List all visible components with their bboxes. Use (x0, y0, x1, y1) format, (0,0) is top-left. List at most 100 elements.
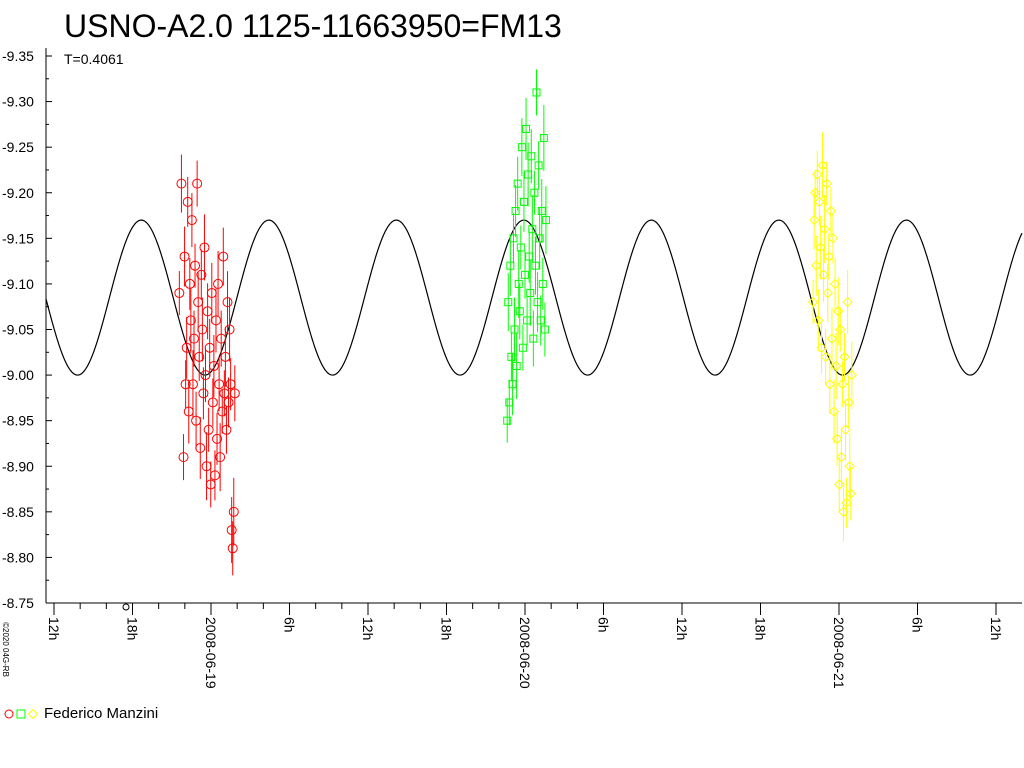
data-point (180, 379, 191, 390)
data-point (210, 315, 221, 326)
x-tick-label: 12h (360, 617, 376, 640)
data-point (834, 479, 845, 490)
chart-title: USNO-A2.0 1125-11663950=FM13 (64, 8, 562, 44)
data-point (841, 497, 852, 508)
x-tick-label: 6h (282, 617, 298, 633)
data-point (532, 88, 541, 97)
data-point (809, 187, 821, 198)
data-point (228, 506, 239, 517)
data-point (179, 251, 190, 262)
y-tick-label: -9.30 (2, 94, 34, 110)
data-point (178, 452, 189, 463)
data-point (844, 461, 855, 472)
data-point (176, 178, 187, 189)
data-point (531, 261, 540, 270)
data-point (530, 188, 539, 197)
y-tick-label: -8.85 (2, 504, 34, 520)
x-tick-label: 18h (125, 617, 141, 640)
data-point (510, 325, 519, 334)
data-point (807, 296, 819, 308)
data-point (828, 406, 840, 417)
x-tick-label: 2008-06-20 (517, 617, 533, 689)
data-point (229, 388, 240, 399)
data-point (819, 224, 830, 235)
data-point (537, 206, 546, 215)
x-tick-label: 6h (596, 617, 612, 633)
data-point (815, 242, 826, 253)
data-point (816, 342, 827, 353)
data-point (822, 287, 833, 299)
y-tick-label: -9.05 (2, 322, 34, 338)
x-tick-label: 18h (753, 617, 769, 640)
data-point (223, 397, 234, 408)
data-point (536, 316, 545, 325)
data-point (503, 416, 512, 425)
data-point (522, 124, 531, 133)
data-point (215, 452, 226, 463)
data-point (196, 269, 207, 280)
data-point (835, 324, 846, 335)
data-point (199, 242, 210, 253)
data-point (817, 160, 828, 171)
data-point (187, 379, 198, 390)
data-point (218, 251, 229, 262)
data-point (842, 296, 853, 308)
data-point (823, 251, 835, 262)
data-point (833, 306, 844, 317)
data-point (535, 234, 544, 243)
data-point (526, 289, 535, 298)
data-point (516, 243, 525, 252)
data-point (521, 270, 529, 279)
data-point (540, 325, 549, 334)
data-point (825, 205, 837, 217)
data-point (198, 388, 209, 399)
x-tick-label: 12h (988, 617, 1004, 640)
copyright-credit: ©2020 04G-RB (0, 622, 10, 677)
data-point (839, 351, 850, 363)
data-point (214, 379, 225, 390)
diamond-icon (28, 708, 38, 719)
data-point (511, 206, 520, 215)
y-tick-label: -9.10 (2, 276, 34, 292)
x-tick-label: 12h (674, 617, 690, 640)
data-point (519, 197, 528, 206)
axis-marker (122, 603, 130, 611)
data-point (194, 351, 205, 362)
x-tick-label: 6h (910, 617, 926, 633)
data-point (227, 543, 238, 554)
data-point (224, 324, 235, 335)
data-point (513, 179, 522, 188)
data-point (811, 260, 822, 271)
data-point (188, 333, 199, 344)
data-point (821, 178, 832, 189)
data-point (221, 424, 232, 435)
data-point (812, 169, 823, 180)
data-point (534, 161, 543, 170)
data-point (529, 334, 538, 343)
data-point (528, 225, 537, 234)
y-tick-label: -8.90 (2, 458, 34, 474)
data-point (185, 315, 196, 326)
data-point (504, 298, 513, 307)
legend-label: Federico Manzini (44, 705, 159, 722)
data-point (826, 333, 838, 344)
data-point (808, 214, 820, 226)
data-point (824, 378, 836, 390)
data-point (192, 178, 203, 189)
x-tick-label: 18h (439, 617, 455, 640)
data-point (820, 351, 831, 363)
square-icon (16, 709, 26, 718)
data-point (539, 134, 548, 143)
data-point (195, 443, 206, 454)
data-point (538, 279, 547, 288)
data-point (207, 397, 218, 408)
data-point (512, 361, 521, 370)
x-tick-label: 2008-06-19 (203, 617, 219, 689)
data-point (222, 297, 233, 308)
y-tick-label: -9.35 (2, 48, 34, 64)
data-point (203, 424, 214, 435)
data-point (813, 315, 824, 326)
data-point (845, 488, 856, 499)
chart-subtitle: T=0.4061 (64, 51, 124, 67)
data-point (836, 451, 847, 463)
